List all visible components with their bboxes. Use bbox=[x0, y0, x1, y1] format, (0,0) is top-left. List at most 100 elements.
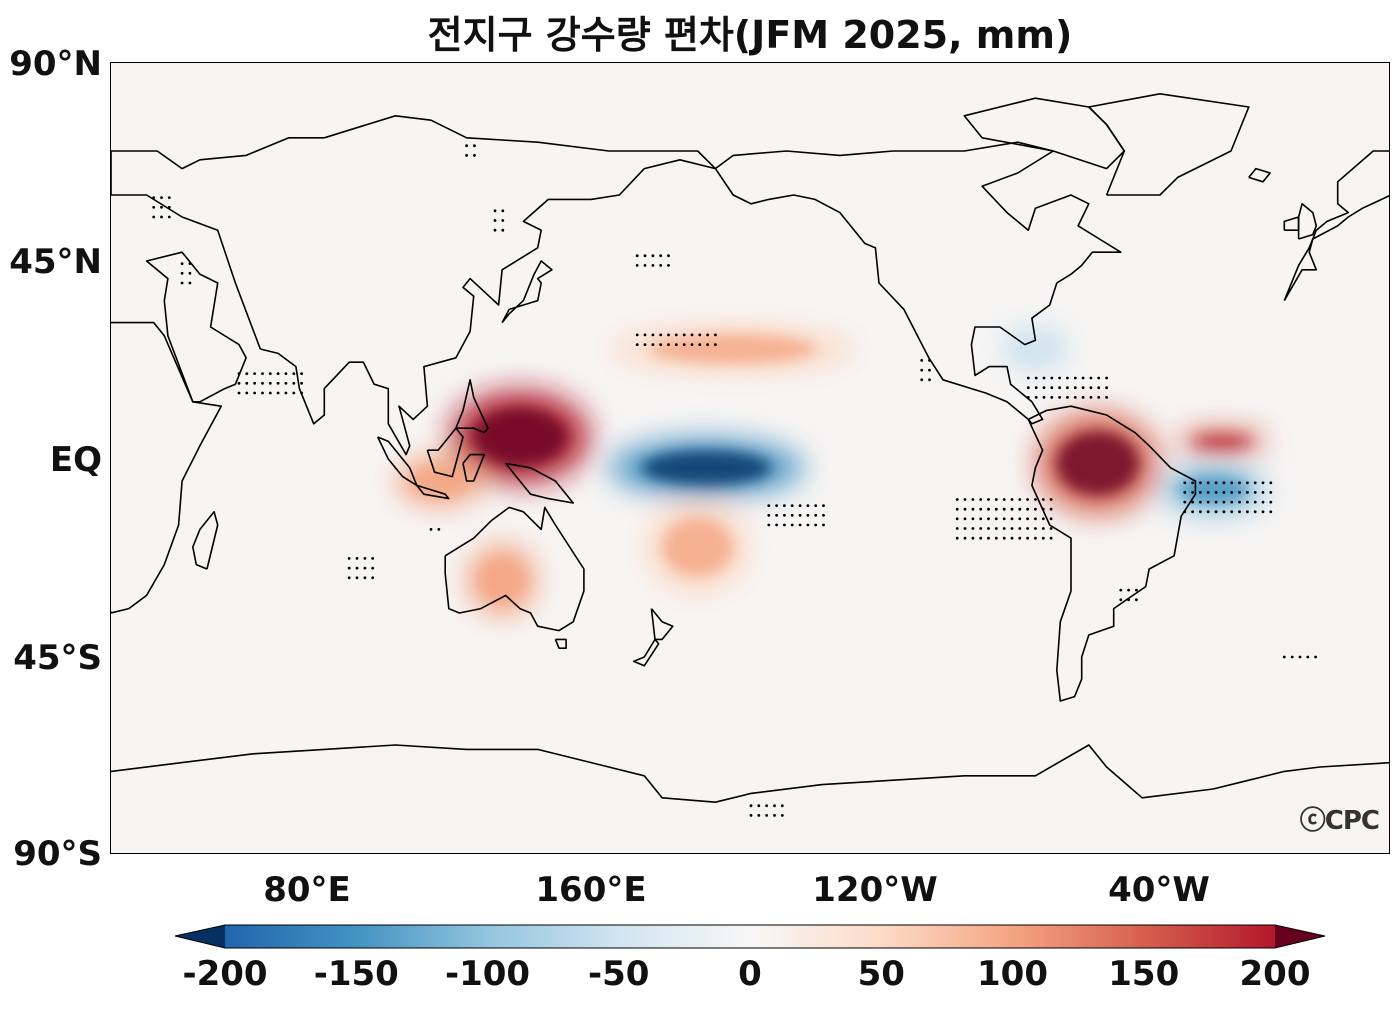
significance-dot bbox=[1058, 396, 1061, 399]
significance-dot bbox=[1183, 510, 1187, 514]
significance-dot bbox=[814, 523, 818, 527]
coastline bbox=[1283, 216, 1300, 231]
anomaly-core bbox=[650, 334, 817, 364]
significance-dot bbox=[674, 333, 678, 337]
colorbar-tick-label: 150 bbox=[1108, 954, 1180, 994]
significance-dot bbox=[667, 254, 670, 258]
coastline bbox=[1087, 92, 1250, 196]
significance-dot bbox=[928, 378, 931, 382]
significance-dot bbox=[798, 504, 802, 507]
significance-dot bbox=[635, 343, 639, 346]
significance-dot bbox=[268, 391, 272, 395]
significance-dot bbox=[1041, 536, 1045, 540]
significance-dot bbox=[1010, 507, 1014, 511]
significance-dot bbox=[188, 281, 192, 285]
significance-dot bbox=[994, 507, 998, 511]
anomaly-core bbox=[1177, 475, 1249, 505]
coastline bbox=[111, 321, 222, 614]
significance-dot bbox=[355, 557, 359, 560]
significance-dot bbox=[651, 264, 655, 267]
significance-dot bbox=[920, 359, 924, 362]
significance-dot bbox=[1206, 500, 1210, 504]
significance-dot bbox=[1127, 588, 1130, 592]
significance-dot bbox=[1261, 491, 1265, 494]
significance-dot bbox=[1191, 481, 1194, 485]
significance-dot bbox=[1191, 500, 1194, 504]
significance-dot bbox=[1230, 491, 1234, 494]
colorbar-tick-label: 200 bbox=[1239, 954, 1311, 994]
significance-dot bbox=[1066, 386, 1069, 390]
significance-dot bbox=[1066, 376, 1069, 380]
significance-dot bbox=[501, 228, 505, 232]
significance-dot bbox=[237, 381, 241, 385]
significance-dot bbox=[493, 219, 497, 222]
significance-dot bbox=[1127, 598, 1130, 602]
significance-dot bbox=[1018, 517, 1022, 521]
significance-dot bbox=[706, 333, 709, 337]
significance-dot bbox=[1049, 527, 1053, 530]
significance-dot bbox=[152, 215, 156, 219]
significance-dot bbox=[237, 372, 241, 375]
significance-dot bbox=[363, 566, 367, 570]
significance-dot bbox=[1246, 510, 1249, 514]
significance-dot bbox=[773, 804, 776, 808]
significance-dot bbox=[979, 498, 983, 501]
coastline bbox=[111, 744, 1389, 804]
significance-dot bbox=[971, 527, 975, 530]
lon-label-80e: 80°E bbox=[263, 870, 351, 910]
significance-dot bbox=[1018, 536, 1022, 540]
significance-dot bbox=[1049, 498, 1053, 501]
significance-dot bbox=[473, 144, 476, 148]
colorbar-tick-label: -50 bbox=[588, 954, 650, 994]
significance-dot bbox=[643, 343, 647, 346]
significance-dot bbox=[780, 804, 784, 808]
significance-dot bbox=[783, 504, 786, 507]
significance-dot bbox=[465, 154, 468, 157]
significance-dot bbox=[1222, 491, 1226, 494]
map-panel: ⓒCPC bbox=[110, 62, 1390, 854]
anomaly-core bbox=[1011, 334, 1060, 364]
significance-dot bbox=[237, 391, 241, 395]
significance-dot bbox=[292, 391, 296, 395]
significance-dot bbox=[1253, 510, 1257, 514]
significance-dot bbox=[493, 209, 497, 213]
significance-dot bbox=[1119, 598, 1123, 602]
significance-dot bbox=[1253, 491, 1257, 494]
significance-dot bbox=[1026, 527, 1029, 530]
significance-dot bbox=[1034, 396, 1038, 399]
significance-dot bbox=[1042, 396, 1046, 399]
anomaly-core bbox=[662, 517, 734, 577]
significance-dot bbox=[160, 196, 163, 200]
significance-dot bbox=[1034, 386, 1038, 390]
significance-dot bbox=[920, 378, 924, 382]
anomaly-core bbox=[1192, 435, 1252, 448]
significance-dot bbox=[1058, 386, 1061, 390]
significance-dot bbox=[167, 205, 171, 209]
significance-dot bbox=[261, 372, 264, 375]
significance-dot bbox=[253, 381, 256, 385]
coastline bbox=[111, 114, 717, 456]
significance-dot bbox=[955, 536, 959, 540]
colorbar-tick-label: -200 bbox=[182, 954, 268, 994]
coastline bbox=[416, 484, 450, 500]
significance-dot bbox=[798, 513, 802, 517]
significance-dot bbox=[765, 814, 768, 817]
significance-dot bbox=[1261, 481, 1265, 485]
significance-dot bbox=[1105, 396, 1108, 399]
significance-dot bbox=[1010, 498, 1014, 501]
coastline bbox=[650, 608, 674, 641]
significance-dot bbox=[767, 504, 771, 507]
significance-dot bbox=[268, 372, 272, 375]
significance-dot bbox=[1042, 386, 1046, 390]
significance-dot bbox=[1041, 527, 1045, 530]
significance-dot bbox=[1081, 386, 1085, 390]
significance-dot bbox=[1238, 500, 1241, 504]
significance-dot bbox=[245, 391, 249, 395]
significance-dot bbox=[1214, 510, 1218, 514]
anomaly-core bbox=[1056, 431, 1140, 496]
significance-dot bbox=[276, 372, 280, 375]
significance-dot bbox=[355, 576, 359, 580]
significance-dot bbox=[1050, 396, 1054, 399]
significance-dot bbox=[987, 527, 990, 530]
significance-dot bbox=[651, 343, 655, 346]
